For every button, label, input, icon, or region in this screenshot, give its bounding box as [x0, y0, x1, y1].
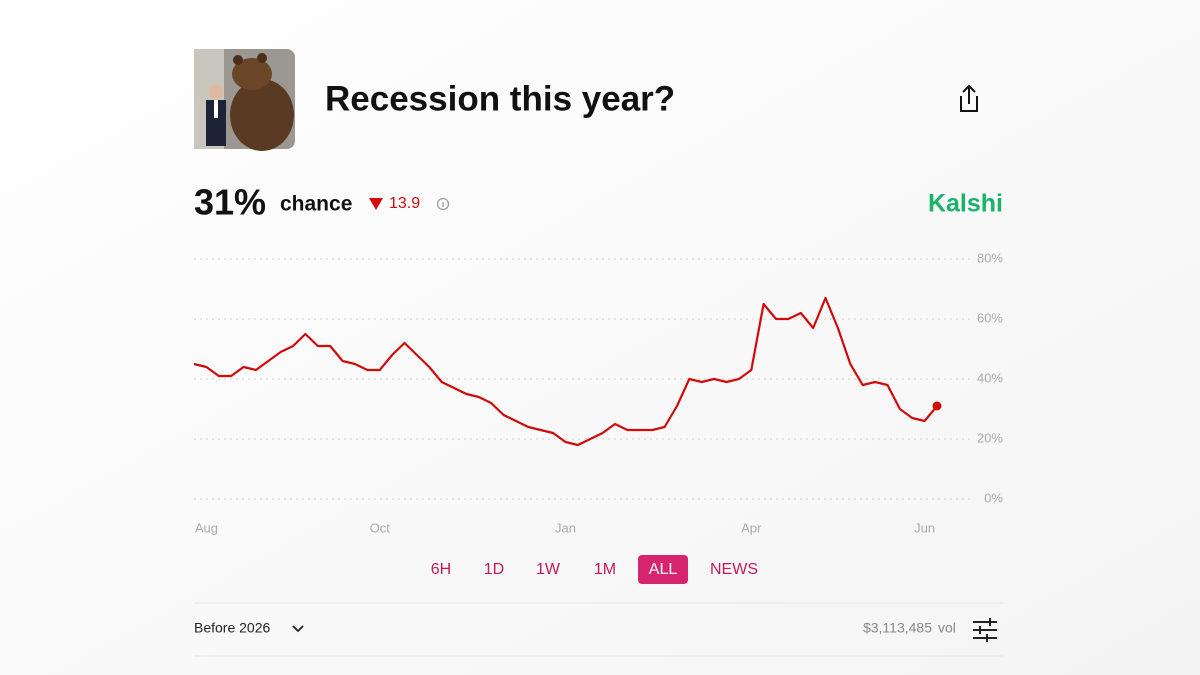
- share-button[interactable]: [960, 84, 978, 112]
- volume-unit: vol: [938, 620, 956, 636]
- info-icon[interactable]: [436, 197, 450, 211]
- price-line: [193, 296, 938, 447]
- market-image: [194, 49, 295, 151]
- chance-value: 31%: [194, 182, 266, 223]
- dropdown-icon[interactable]: [292, 625, 304, 633]
- change: 13.9: [389, 195, 420, 212]
- market-select[interactable]: Before 2026: [194, 620, 270, 636]
- chart: 0% 20% 40% 60% 80% Aug Oct Jan Apr Jun: [193, 250, 1003, 535]
- x-tick-label: Jun: [914, 520, 935, 535]
- y-tick-label: 20%: [977, 430, 1003, 445]
- range-buttons: 6H 1D 1W 1M ALL NEWS: [431, 555, 758, 584]
- brand: Kalshi: [928, 190, 1003, 218]
- range-button[interactable]: 1W: [536, 561, 561, 578]
- range-button[interactable]: 6H: [431, 561, 451, 578]
- last-point: [932, 401, 942, 411]
- x-tick-label: Apr: [741, 520, 762, 535]
- chance-label: chance: [280, 193, 352, 216]
- y-tick-label: 80%: [977, 250, 1003, 265]
- x-tick-label: Jan: [555, 520, 576, 535]
- x-tick-label: Oct: [370, 520, 391, 535]
- title: Recession this year?: [325, 79, 675, 118]
- volume: $3,113,485: [863, 620, 932, 636]
- range-button[interactable]: ALL: [649, 561, 678, 578]
- range-button[interactable]: NEWS: [710, 561, 758, 578]
- range-button[interactable]: 1D: [484, 561, 504, 578]
- range-button[interactable]: 1M: [594, 561, 616, 578]
- y-tick-label: 0%: [984, 490, 1003, 505]
- y-tick-label: 40%: [977, 370, 1003, 385]
- y-tick-label: 60%: [977, 310, 1003, 325]
- x-tick-label: Aug: [195, 520, 218, 535]
- range-active-bg: [638, 555, 688, 584]
- settings-button[interactable]: [973, 618, 997, 642]
- down-arrow: [369, 198, 383, 210]
